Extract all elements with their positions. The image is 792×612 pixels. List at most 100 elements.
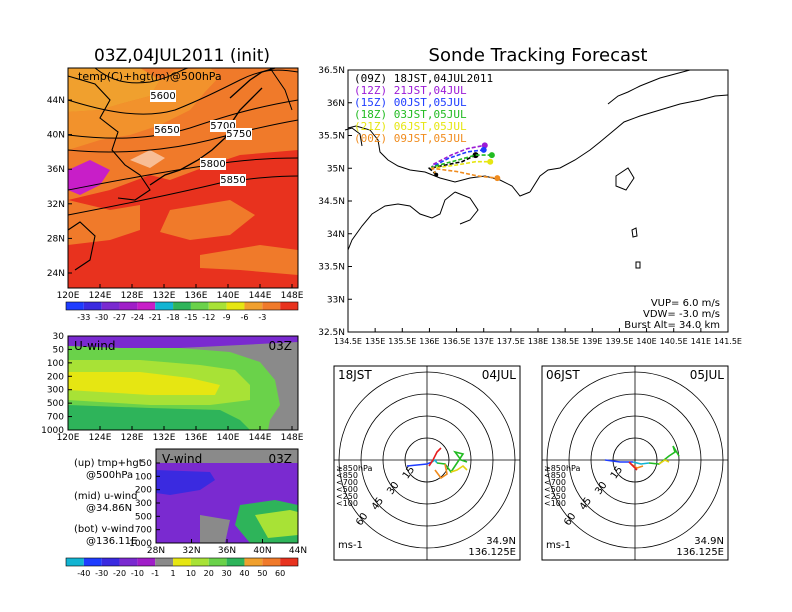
hodograph-wind-trace xyxy=(428,447,442,467)
legend-entry: (18Z) 03JST,05JUL xyxy=(354,108,467,121)
contour-label-5750: 5750 xyxy=(226,129,251,140)
x-tick-label: 140.5E xyxy=(660,337,688,346)
y-tick-label: 50 xyxy=(53,345,65,355)
colorbar-swatch xyxy=(226,558,245,566)
u-wind-y-axis: 30 50 100 200 300 500 700 1000 xyxy=(41,332,72,436)
colorbar-swatch xyxy=(226,302,245,310)
hodograph-wind-trace xyxy=(604,459,633,463)
colorbar-tick-label: -30 xyxy=(95,313,108,322)
track-y-axis: 36.5N 36N 35.5N 35N 34.5N 34N 33.5N 33N 32.5N xyxy=(318,66,352,338)
x-tick-label: 137E xyxy=(474,337,494,346)
panel-notes: (up) tmp+hgt @500hPa (mid) u-wind @34.86… xyxy=(74,458,143,547)
x-tick-label: 140E xyxy=(636,337,656,346)
x-tick-label: 148E xyxy=(281,433,304,443)
x-tick-label: 124E xyxy=(89,291,112,301)
colorbar-tick-label: -30 xyxy=(95,569,108,578)
u-wind-purple xyxy=(68,336,298,348)
legend-entry: (15Z) 00JST,05JUL xyxy=(354,96,467,109)
y-tick-label: 500 xyxy=(135,512,152,522)
level-label: <700 xyxy=(336,478,358,487)
colorbar-swatch xyxy=(137,558,156,566)
level-label: <100 xyxy=(544,499,566,508)
u-wind-label: U-wind xyxy=(74,339,115,353)
y-tick-label: 1000 xyxy=(129,539,152,549)
param-burst-alt: Burst Alt= 34.0 km xyxy=(624,320,720,331)
colorbar-frame xyxy=(65,301,299,311)
colorbar-swatch xyxy=(137,302,156,310)
x-tick-label: 138.5E xyxy=(551,337,579,346)
track-legend: (09Z) 18JST,04JUL2011(12Z) 21JST,04JUL(1… xyxy=(354,72,493,145)
level-label: <100 xyxy=(336,499,358,508)
x-tick-label: 136.5E xyxy=(443,337,471,346)
contour-label-box xyxy=(220,174,246,186)
y-tick-label: 200 xyxy=(135,486,152,496)
y-tick-label: 34.5N xyxy=(318,197,345,207)
coast-china xyxy=(67,221,96,271)
colorbar-swatch xyxy=(155,558,174,566)
x-tick-label: 36N xyxy=(218,546,236,556)
colorbar-tick-label: -1 xyxy=(151,569,159,578)
y-tick-label: 100 xyxy=(135,472,152,482)
hodograph-unit: ms-1 xyxy=(338,540,363,551)
colorbar-tick-label: 30 xyxy=(222,569,232,578)
z500-y-axis: 44N 40N 36N 32N 28N 24N xyxy=(47,96,72,279)
colorbar-swatch xyxy=(173,302,191,310)
z500-frame xyxy=(67,67,299,289)
hodograph-wind-trace xyxy=(632,461,650,465)
level-label: <500 xyxy=(544,485,566,494)
track-map-frame xyxy=(347,69,729,333)
note-bot-2: @136.11E xyxy=(86,536,137,547)
y-tick-label: 36N xyxy=(47,165,65,175)
landing-point xyxy=(488,152,495,159)
colorbar-tick-label: -15 xyxy=(184,313,197,322)
landing-point xyxy=(487,158,494,165)
level-label: <500 xyxy=(336,485,358,494)
x-tick-label: 136E xyxy=(185,433,208,443)
y-tick-label: 34N xyxy=(327,230,345,240)
note-mid-2: @34.86N xyxy=(86,503,132,514)
colorbar-tick-label: -21 xyxy=(149,313,162,322)
contour-label-5650: 5650 xyxy=(154,125,179,136)
note-mid-1: (mid) u-wind xyxy=(74,491,137,502)
z500-warm-patch-2 xyxy=(160,200,255,240)
wind-colorbar: -40 -30 -20 -10 -1 1 10 20 30 40 50 60 xyxy=(65,557,299,578)
colorbar-swatch xyxy=(262,302,281,310)
colorbar-swatch xyxy=(83,558,102,566)
track-series xyxy=(427,142,501,182)
y-tick-label: 300 xyxy=(47,386,64,396)
colorbar-swatch xyxy=(119,302,138,310)
coast-izu xyxy=(615,167,635,191)
y-tick-label: 33N xyxy=(327,295,345,305)
coast-asia xyxy=(67,75,151,201)
coast-north xyxy=(607,69,691,105)
x-tick-label: 135E xyxy=(365,337,385,346)
u-wind-time: 03Z xyxy=(269,339,293,353)
y-tick-label: 300 xyxy=(135,499,152,509)
colorbar-tick-label: -10 xyxy=(131,569,144,578)
contour-label-box xyxy=(150,90,176,102)
x-tick-label: 132E xyxy=(153,433,176,443)
z500-label: temp(C)+hgt(m)@500hPa xyxy=(78,70,222,83)
y-tick-label: 36.5N xyxy=(318,66,345,76)
y-tick-label: 35.5N xyxy=(318,132,345,142)
x-tick-label: 141.5E xyxy=(714,337,742,346)
y-tick-label: 50 xyxy=(141,459,153,469)
colorbar-swatch xyxy=(244,302,263,310)
y-tick-label: 200 xyxy=(47,372,64,382)
contour-label-5800: 5800 xyxy=(200,159,225,170)
hodograph-wind-trace xyxy=(406,461,433,467)
track-line xyxy=(430,160,491,176)
legend-entry: (12Z) 21JST,04JUL xyxy=(354,84,467,97)
x-tick-label: 128E xyxy=(121,433,144,443)
colorbar-swatch xyxy=(244,558,263,566)
coast-shikoku xyxy=(347,191,456,251)
v-wind-panel: V-wind 03Z 50 100 200 300 500 700 1000 28N 32N 3… xyxy=(129,448,307,556)
landing-point xyxy=(481,142,488,149)
coast-kanto xyxy=(529,94,729,193)
contour-label-box xyxy=(154,124,180,136)
colorbar-tick-label: -20 xyxy=(113,569,126,578)
v-wind-x-axis: 28N 32N 36N 40N 44N xyxy=(147,539,307,556)
